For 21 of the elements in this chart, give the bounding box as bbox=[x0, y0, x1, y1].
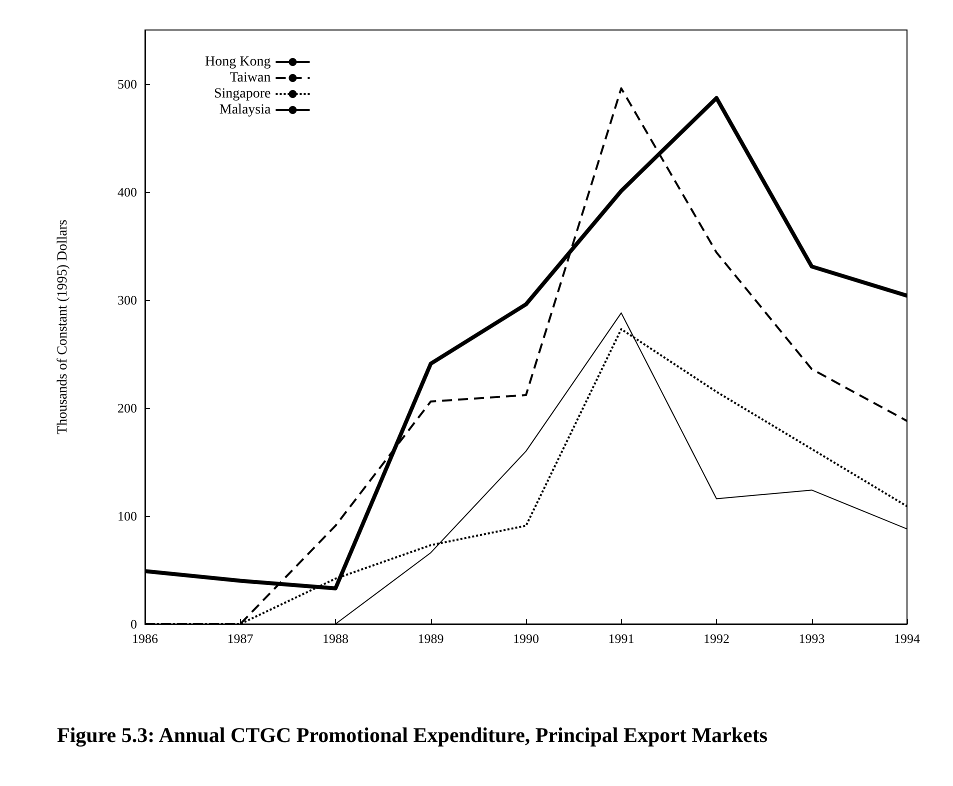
legend-label: Hong Kong bbox=[204, 54, 271, 70]
y-axis-title: Thousands of Constant (1995) Dollars bbox=[56, 220, 70, 434]
x-tick-label: 1991 bbox=[608, 631, 634, 646]
x-tick-label: 1990 bbox=[513, 631, 539, 646]
y-tick-label: 500 bbox=[118, 76, 137, 92]
y-tick-label: 100 bbox=[118, 508, 137, 524]
y-tick-label: 0 bbox=[130, 616, 137, 632]
legend-label: Singapore bbox=[214, 86, 271, 102]
x-tick-label: 1993 bbox=[798, 631, 825, 646]
y-tick-label: 400 bbox=[118, 184, 137, 200]
legend-label: Taiwan bbox=[230, 70, 271, 86]
x-tick-label: 1988 bbox=[322, 631, 348, 646]
x-tick-label: 1987 bbox=[227, 631, 254, 646]
y-tick-label: 200 bbox=[118, 400, 137, 416]
x-tick-label: 1986 bbox=[132, 631, 158, 646]
x-tick-label: 1989 bbox=[418, 631, 444, 646]
legend-label: Malaysia bbox=[219, 102, 272, 118]
x-tick-label: 1994 bbox=[894, 631, 920, 646]
text: Figure 5.3: Annual CTGC Promotional Expenditure, Principal Export Markets bbox=[57, 723, 768, 747]
x-tick-label: 1992 bbox=[704, 631, 730, 646]
y-tick-label: 300 bbox=[118, 292, 137, 308]
